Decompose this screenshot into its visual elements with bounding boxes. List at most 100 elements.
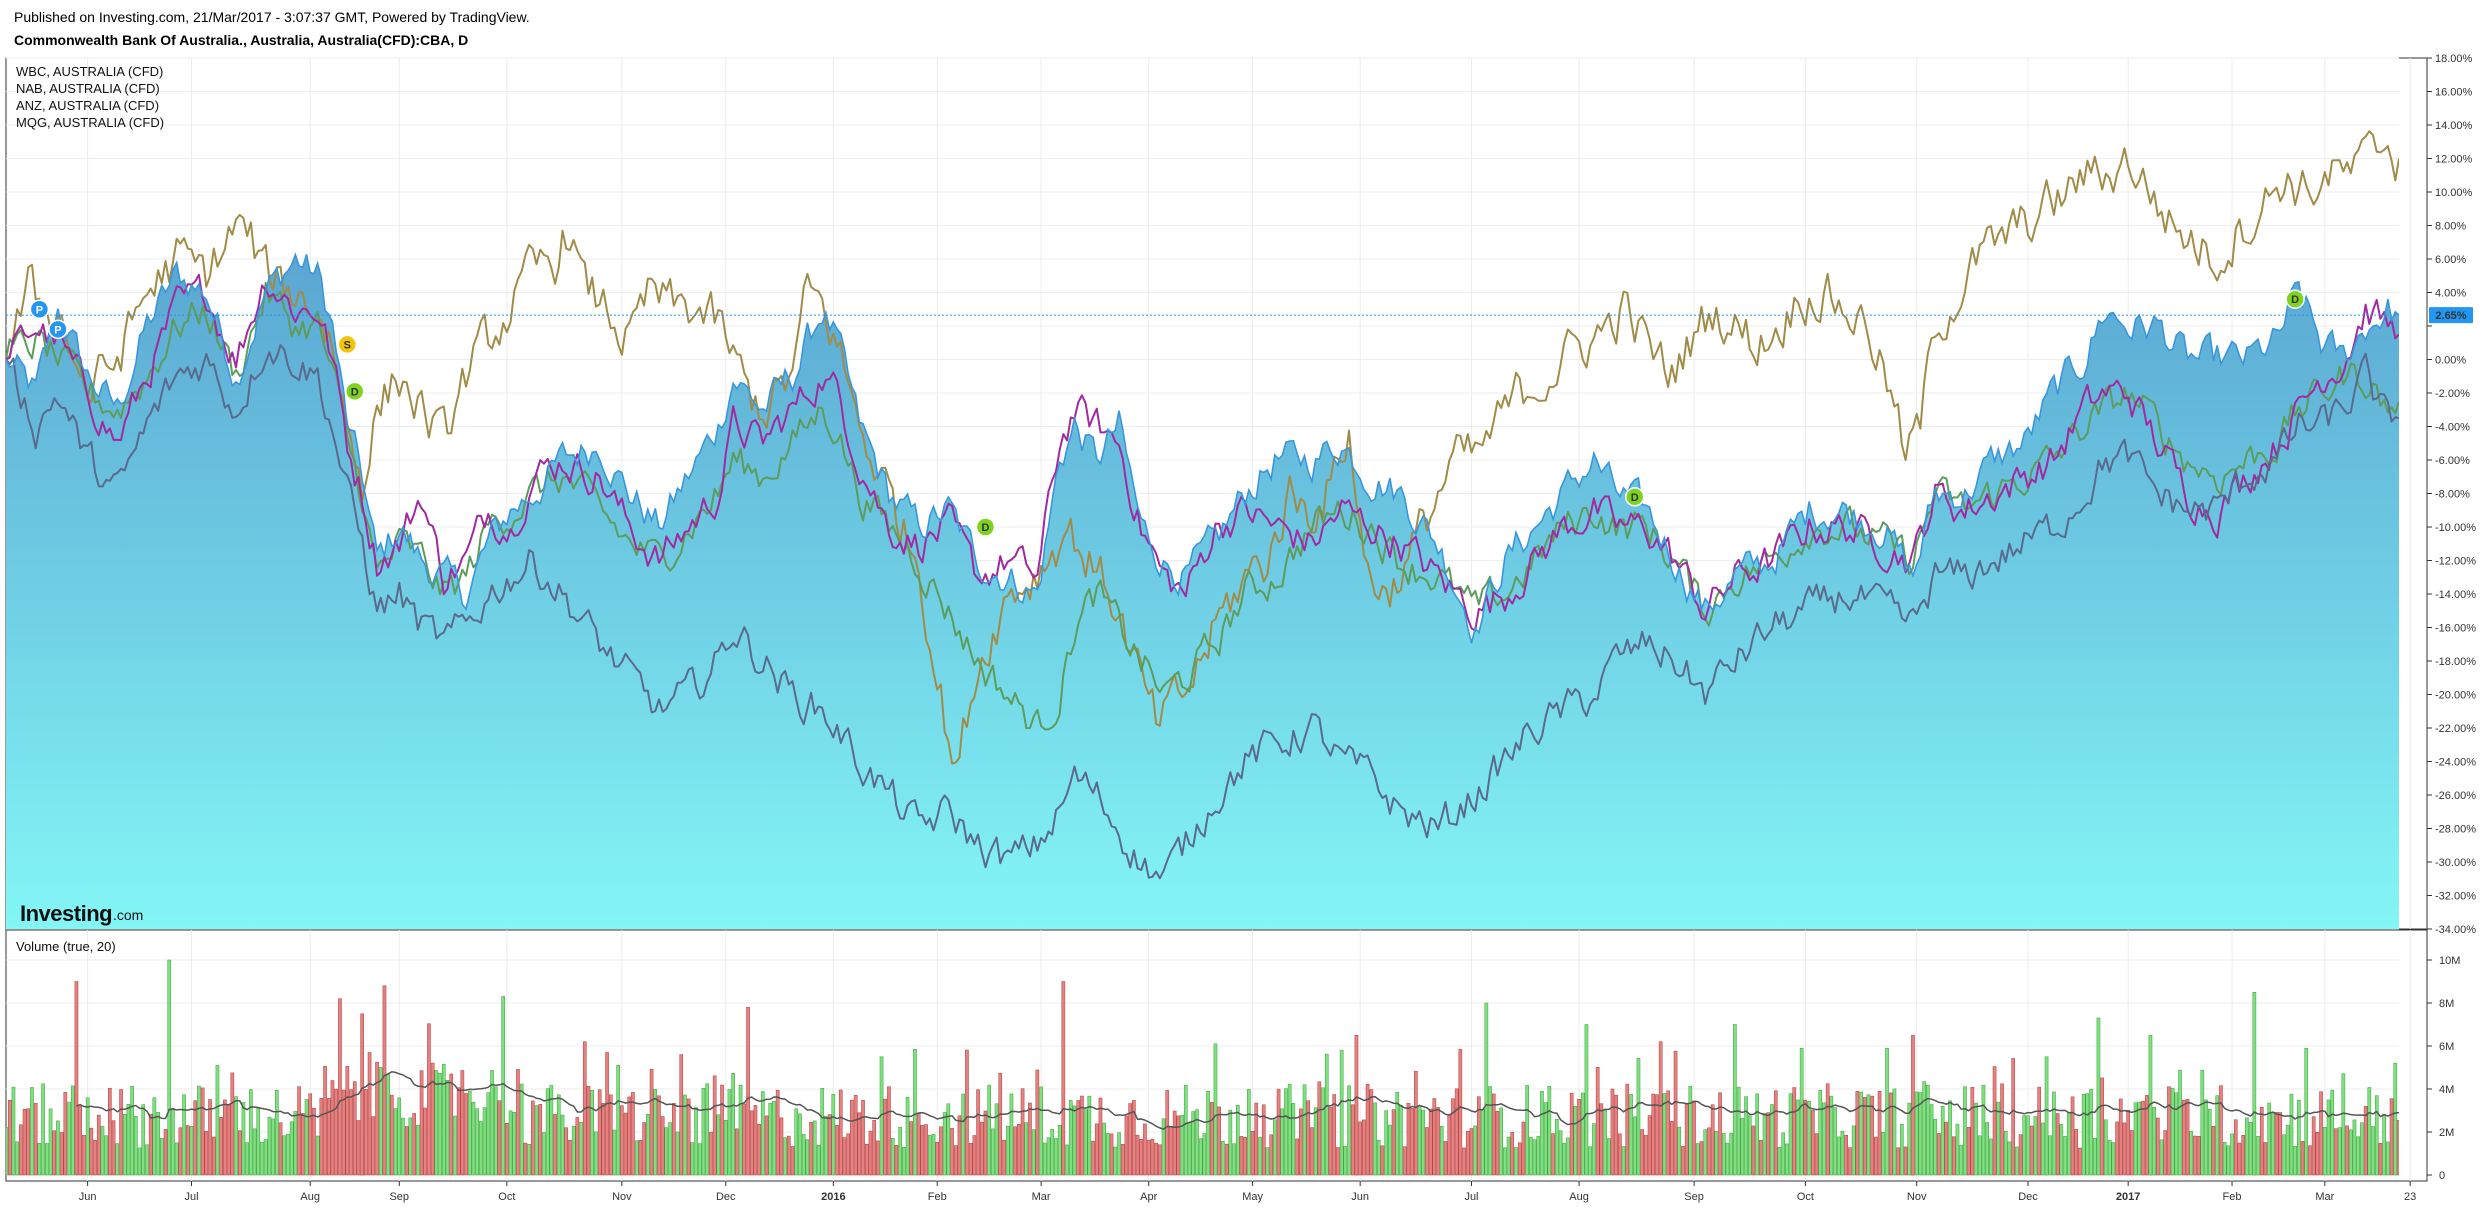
volume-bar bbox=[2297, 1099, 2301, 1176]
price-axis[interactable]: 18.00% 16.00% 14.00% 12.00% 10.00% 8.00% 6.00%… bbox=[2427, 53, 2476, 936]
volume-bar bbox=[1280, 1108, 1285, 1176]
volume-bar bbox=[2304, 1047, 2309, 1176]
x-tick-label: Aug bbox=[1569, 1191, 1589, 1203]
volume-tick-label: 2M bbox=[2439, 1127, 2454, 1139]
volume-bar bbox=[1529, 1136, 1533, 1176]
volume-bar bbox=[456, 1087, 461, 1176]
volume-bar bbox=[2130, 1130, 2134, 1176]
volume-bar bbox=[1695, 1143, 1700, 1176]
volume-bar bbox=[237, 1130, 242, 1176]
volume-bar bbox=[1977, 1135, 1982, 1176]
volume-bar bbox=[1306, 1100, 1311, 1176]
volume-bar bbox=[1833, 1107, 1837, 1176]
volume-bar bbox=[364, 1089, 368, 1176]
volume-bar bbox=[2293, 1145, 2297, 1176]
volume-tick-label: 6M bbox=[2439, 1041, 2454, 1053]
volume-bar bbox=[1540, 1091, 1544, 1176]
volume-bar bbox=[2360, 1122, 2364, 1176]
legend-item: NAB, AUSTRALIA (CFD) bbox=[16, 81, 160, 96]
volume-bar bbox=[1414, 1070, 1418, 1176]
volume-bar bbox=[686, 1098, 691, 1176]
volume-bar bbox=[2245, 1117, 2249, 1176]
volume-bar bbox=[864, 1143, 869, 1176]
volume-bar bbox=[1454, 1088, 1459, 1176]
marker-letter: P bbox=[54, 324, 61, 336]
volume-bar bbox=[1202, 1133, 1207, 1176]
volume-bar bbox=[2237, 1142, 2242, 1176]
volume-bar bbox=[2074, 1129, 2079, 1176]
volume-bar bbox=[1269, 1134, 1273, 1176]
y-tick-label: -24.00% bbox=[2435, 757, 2476, 769]
y-tick-label: -26.00% bbox=[2435, 790, 2476, 802]
volume-bar bbox=[1031, 1129, 1036, 1176]
volume-bar bbox=[1670, 1121, 1674, 1176]
volume-bar bbox=[1391, 1109, 1396, 1176]
volume-bar bbox=[1076, 1100, 1081, 1176]
volume-bar bbox=[341, 1089, 346, 1176]
volume-bar bbox=[171, 1108, 175, 1176]
y-tick-label: 0.00% bbox=[2435, 355, 2466, 367]
volume-bar bbox=[1221, 1141, 1225, 1176]
current-value-label: 2.65% bbox=[2435, 310, 2466, 322]
volume-bar bbox=[690, 1142, 695, 1176]
event-marker-dividend[interactable]: D bbox=[1624, 487, 1645, 507]
volume-bar bbox=[26, 1108, 31, 1176]
volume-bar bbox=[534, 1105, 539, 1176]
volume-bar bbox=[204, 1131, 209, 1176]
volume-bar bbox=[1744, 1096, 1748, 1176]
volume-bar bbox=[1644, 1134, 1648, 1176]
volume-bar bbox=[1087, 1095, 1092, 1176]
volume-bar bbox=[145, 1144, 149, 1176]
event-marker-dividend-p[interactable]: P bbox=[48, 319, 68, 340]
volume-bar bbox=[794, 1108, 799, 1176]
volume-bar bbox=[1955, 1123, 1960, 1176]
marker-circle bbox=[1624, 487, 1645, 507]
volume-bar bbox=[1788, 1093, 1793, 1176]
event-marker-dividend-p[interactable]: P bbox=[29, 299, 50, 319]
volume-bar bbox=[2041, 1122, 2045, 1176]
volume-bar bbox=[2055, 1113, 2060, 1176]
volume-bar bbox=[2219, 1085, 2223, 1176]
volume-bar bbox=[742, 1103, 747, 1176]
volume-bar bbox=[1102, 1122, 1106, 1176]
event-markers[interactable]: PP S D D D D bbox=[29, 289, 2305, 537]
volume-bar bbox=[1332, 1094, 1337, 1176]
volume-bar bbox=[2170, 1087, 2175, 1176]
volume-bar bbox=[2356, 1136, 2360, 1176]
volume-bar bbox=[1477, 1096, 1481, 1176]
volume-bar bbox=[1547, 1086, 1552, 1176]
volume-bar bbox=[697, 1143, 702, 1176]
volume-bar bbox=[2011, 1058, 2015, 1176]
volume-bar bbox=[438, 1072, 442, 1176]
volume-bar bbox=[241, 1102, 246, 1176]
volume-bar bbox=[1046, 1137, 1051, 1176]
volume-bar bbox=[278, 1122, 283, 1176]
event-marker-split[interactable]: S bbox=[337, 334, 358, 355]
x-tick-label: Dec bbox=[2018, 1191, 2038, 1203]
event-marker-dividend[interactable]: D bbox=[344, 381, 365, 402]
y-tick-label: -20.00% bbox=[2435, 690, 2476, 702]
volume-bar bbox=[1714, 1131, 1719, 1176]
volume-bar bbox=[2078, 1147, 2082, 1176]
volume-bar bbox=[942, 1112, 947, 1176]
volume-bar bbox=[1970, 1087, 1975, 1176]
volume-bar bbox=[2386, 1141, 2390, 1176]
volume-bar bbox=[1781, 1132, 1785, 1176]
time-axis[interactable]: Jun Jul Aug Sep Oct Nov Dec 2016 Feb Mar Apr May Jun… bbox=[79, 1181, 2417, 1203]
volume-bar bbox=[282, 1135, 287, 1176]
volume-bar bbox=[2070, 1096, 2075, 1176]
volume-bar bbox=[2122, 1122, 2127, 1176]
event-marker-dividend[interactable]: D bbox=[975, 517, 996, 537]
volume-bar bbox=[556, 1094, 561, 1176]
event-marker-dividend[interactable]: D bbox=[2285, 289, 2305, 309]
volume-bar bbox=[375, 1062, 379, 1176]
volume-bar bbox=[1892, 1088, 1897, 1176]
volume-bar bbox=[909, 1121, 914, 1176]
volume-bar bbox=[1844, 1134, 1848, 1176]
volume-bar bbox=[1443, 1141, 1448, 1176]
volume-axis[interactable]: 10M 8M 6M 4M 2M 0 bbox=[2427, 955, 2460, 1182]
volume-bar bbox=[1369, 1089, 1374, 1176]
volume-bar bbox=[1235, 1105, 1240, 1176]
volume-bar bbox=[70, 1085, 75, 1176]
